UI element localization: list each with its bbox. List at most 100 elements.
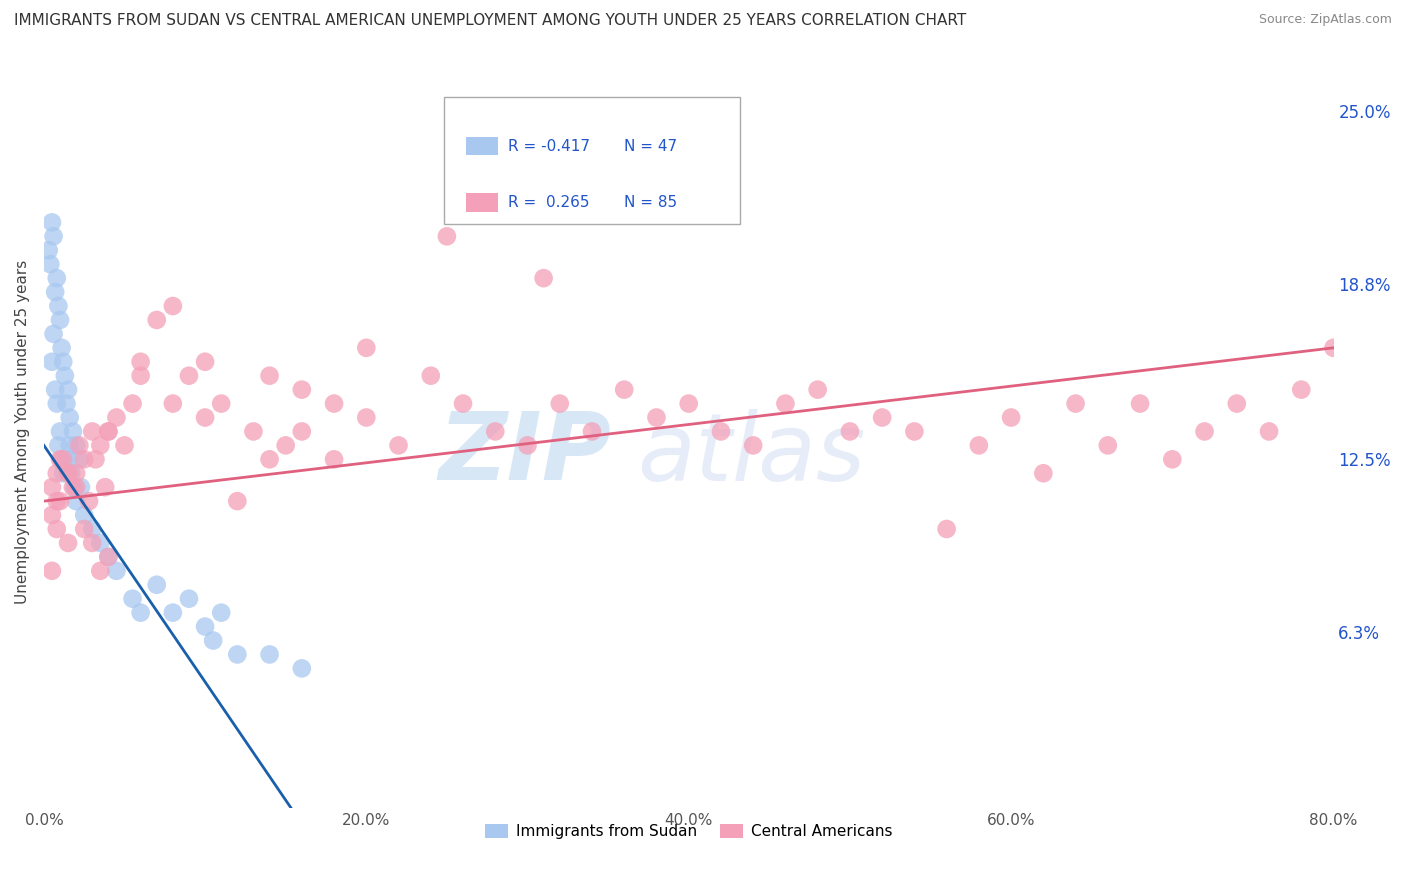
Point [48,438,70,452]
Point [41,508,63,522]
Point [82,536,104,550]
Point [121,396,143,410]
Point [51,341,73,355]
Point [129,368,152,383]
Point [202,633,225,648]
Point [49,425,72,439]
Point [65,438,87,452]
Point [419,368,441,383]
Point [468,187,491,202]
Point [145,313,167,327]
Point [1258,425,1281,439]
Point [613,383,636,397]
Point [105,410,128,425]
Point [274,438,297,452]
Point [162,606,184,620]
Point [533,271,555,285]
Point [259,452,281,467]
Point [870,410,893,425]
Point [291,661,314,675]
Point [484,425,506,439]
Point [1032,467,1054,481]
Point [65,467,87,481]
Point [97,425,120,439]
Point [162,299,184,313]
Point [51,452,73,467]
Point [742,438,765,452]
Point [935,522,957,536]
Point [177,368,200,383]
Text: R = -0.417: R = -0.417 [508,138,591,153]
Point [1194,425,1216,439]
Point [436,229,458,244]
Point [41,480,63,494]
Point [44,285,66,299]
Point [129,606,152,620]
Point [52,467,75,481]
Point [70,480,93,494]
Point [1129,396,1152,410]
Point [48,299,70,313]
Point [42,326,65,341]
Point [52,355,75,369]
Point [55,396,77,410]
Point [63,480,86,494]
Point [73,508,96,522]
Point [1291,383,1313,397]
Point [1064,396,1087,410]
Point [59,438,82,452]
Point [242,425,264,439]
Point [49,452,72,467]
Text: ZIP: ZIP [439,408,612,500]
Point [60,467,83,481]
Point [45,467,67,481]
Point [501,202,523,216]
Point [451,396,474,410]
Point [62,425,84,439]
Point [52,452,75,467]
Point [49,494,72,508]
Point [162,396,184,410]
Point [259,368,281,383]
Point [53,368,76,383]
Point [56,452,79,467]
Point [678,396,700,410]
Bar [465,136,498,155]
Point [259,648,281,662]
Point [548,396,571,410]
Point [97,425,120,439]
Point [1097,438,1119,452]
Point [77,494,100,508]
Point [73,452,96,467]
Point [323,452,346,467]
Point [129,355,152,369]
Point [94,480,117,494]
Point [1000,410,1022,425]
Point [82,425,104,439]
Point [838,425,860,439]
Point [89,536,111,550]
Point [194,355,217,369]
Point [323,396,346,410]
Point [45,396,67,410]
Point [56,383,79,397]
Point [516,438,538,452]
Text: N = 47: N = 47 [624,138,678,153]
Point [56,467,79,481]
Point [105,564,128,578]
Point [45,494,67,508]
Point [67,438,90,452]
Point [581,425,603,439]
Point [45,271,67,285]
Point [89,438,111,452]
Text: N = 85: N = 85 [624,195,678,211]
Legend: Immigrants from Sudan, Central Americans: Immigrants from Sudan, Central Americans [479,818,898,846]
Point [807,383,830,397]
Point [59,410,82,425]
Point [56,536,79,550]
Point [967,438,990,452]
Point [710,425,733,439]
Text: IMMIGRANTS FROM SUDAN VS CENTRAL AMERICAN UNEMPLOYMENT AMONG YOUTH UNDER 25 YEAR: IMMIGRANTS FROM SUDAN VS CENTRAL AMERICA… [14,13,966,29]
Point [209,396,232,410]
Point [56,467,79,481]
